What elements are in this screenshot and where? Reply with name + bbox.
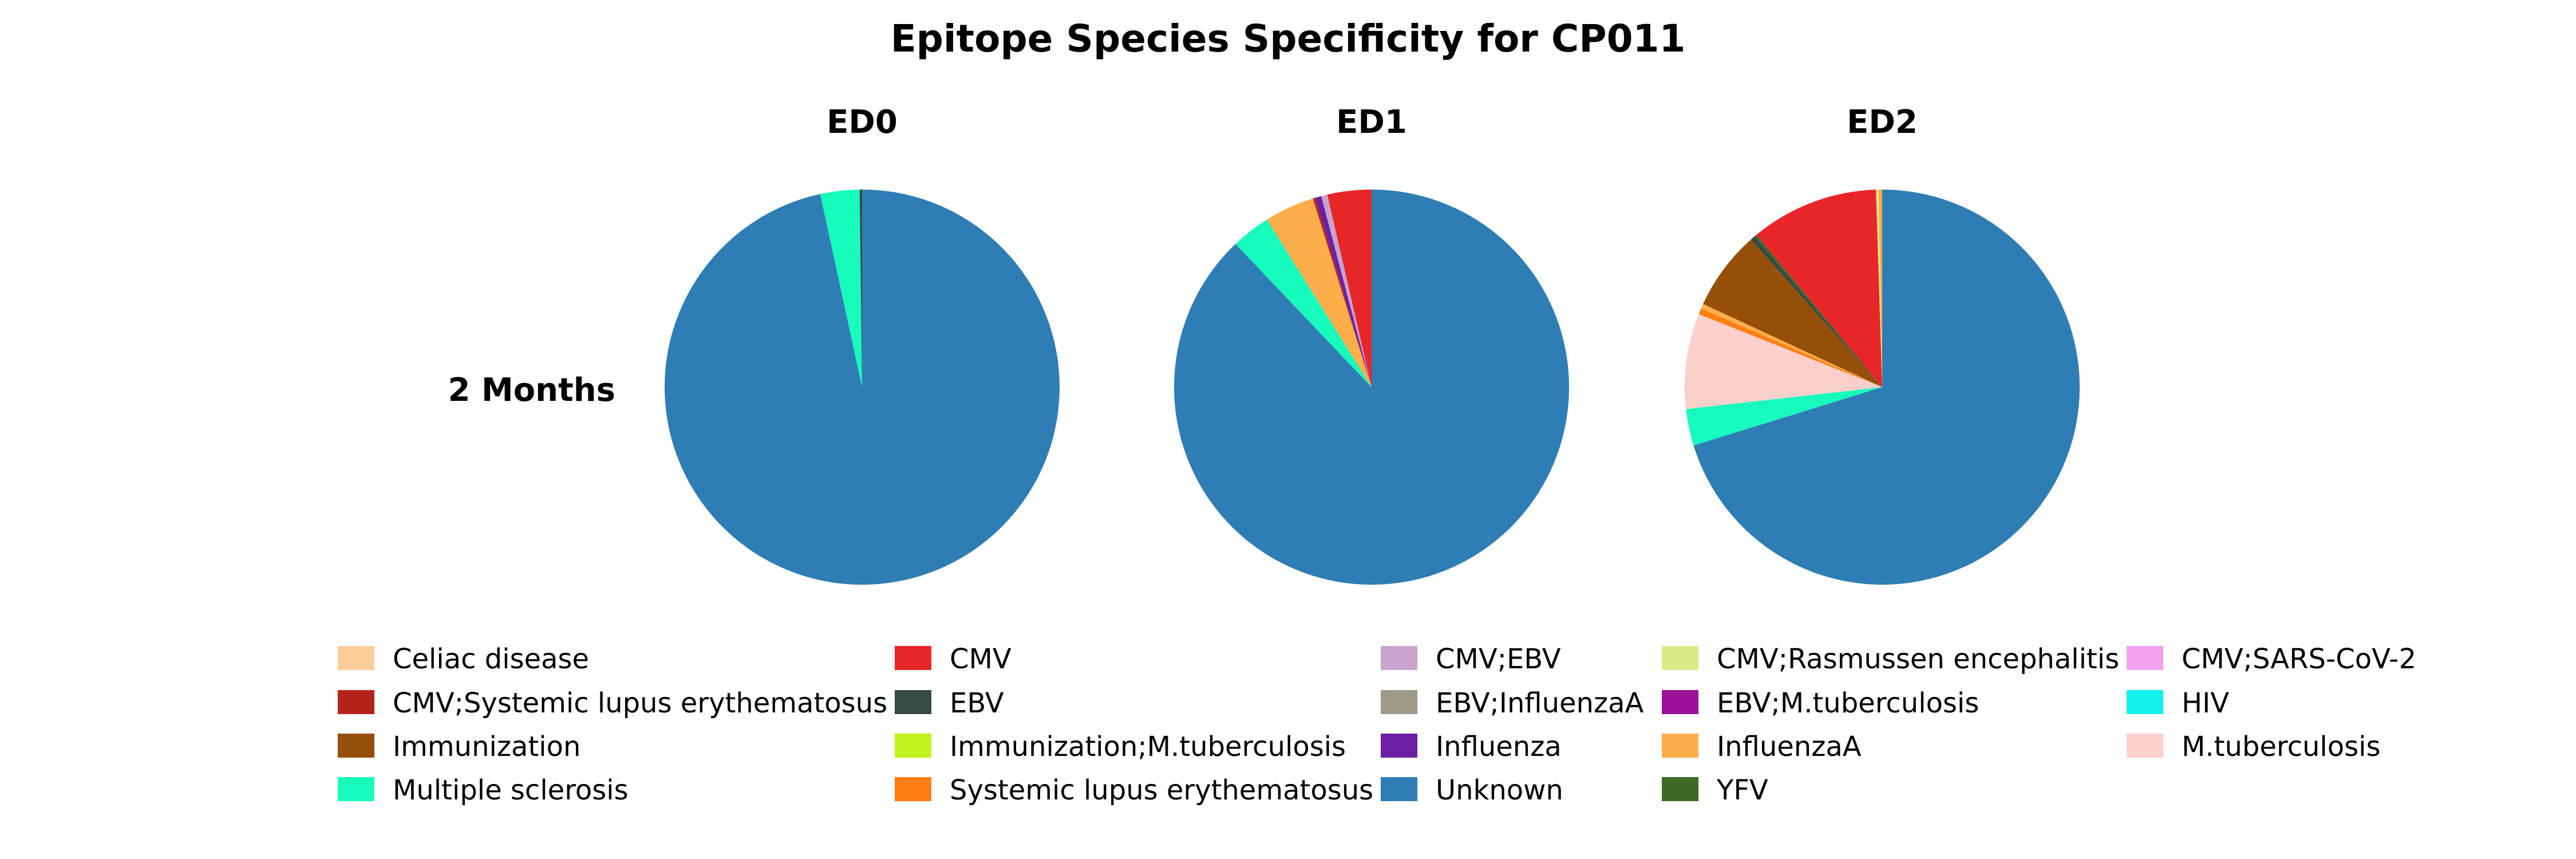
legend-item-unknown: Unknown <box>1381 774 1563 806</box>
chart-title: Epitope Species Specificity for CP011 <box>891 17 1686 61</box>
pie-slice-multiple-sclerosis <box>820 190 862 387</box>
legend-label: YFV <box>1716 774 1768 806</box>
legend-swatch <box>1381 777 1417 801</box>
legend-swatch <box>1662 690 1698 714</box>
legend-label: EBV;M.tuberculosis <box>1717 687 1979 719</box>
legend-label: M.tuberculosis <box>2182 731 2380 763</box>
pie-slice-cmv <box>1327 190 1372 387</box>
pie-slice-cmv-systemic-lupus-erythematosus <box>1313 198 1372 387</box>
legend-swatch <box>2127 734 2163 758</box>
legend-swatch <box>1662 777 1698 801</box>
legend-label: Immunization <box>393 731 580 763</box>
legend-item-ebv-influenzaa: EBV;InfluenzaA <box>1381 687 1644 719</box>
legend-label: Influenza <box>1436 731 1562 763</box>
legend-swatch <box>1381 646 1417 670</box>
legend-label: EBV;InfluenzaA <box>1436 687 1644 719</box>
legend-label: Immunization;M.tuberculosis <box>950 731 1346 763</box>
legend-swatch <box>2127 690 2163 714</box>
legend-label: CMV;SARS-CoV-2 <box>2182 643 2416 675</box>
pie-slice-multiple-sclerosis <box>1686 387 1882 446</box>
pie-chart-ed0: ED0 <box>665 104 1060 585</box>
legend-item-cmv-ebv: CMV;EBV <box>1381 643 1561 675</box>
legend-label: Celiac disease <box>393 643 589 675</box>
pie-slice-influenzaa <box>1266 198 1372 387</box>
pie-slice-unknown <box>665 190 1060 585</box>
legend-item-influenzaa: InfluenzaA <box>1662 731 1862 763</box>
pie-slice-unknown <box>1174 190 1569 585</box>
pie-slice-influenza <box>1315 196 1372 387</box>
legend-swatch <box>1662 646 1698 670</box>
legend-item-ebv: EBV <box>895 687 1004 719</box>
legend-swatch <box>1381 690 1417 714</box>
pie-slice-multiple-sclerosis <box>1235 219 1372 387</box>
legend-swatch <box>1662 734 1698 758</box>
pie-slice-ebv <box>859 190 862 387</box>
legend-item-immunization: Immunization <box>338 731 580 763</box>
pie-slice-cmv <box>1756 190 1882 387</box>
legend-swatch <box>2127 646 2163 670</box>
legend-label: CMV <box>950 643 1012 675</box>
pie-slice-yfv <box>1754 235 1882 387</box>
legend-swatch <box>895 734 931 758</box>
pie-chart-ed2: ED2 <box>1685 104 2080 585</box>
legend-item-systemic-lupus-erythematosus: Systemic lupus erythematosus <box>895 774 1373 806</box>
legend-label: EBV <box>950 687 1004 719</box>
pie-slice-influenzaa <box>1701 304 1882 387</box>
legend-swatch <box>895 646 931 670</box>
pie-chart-ed1: ED1 <box>1174 104 1569 585</box>
legend-item-hiv: HIV <box>2127 687 2229 719</box>
legend-label: HIV <box>2182 687 2229 719</box>
legend-item-m-tuberculosis: M.tuberculosis <box>2127 731 2380 763</box>
pie-slice-systemic-lupus-erythematosus <box>1698 308 1882 387</box>
legend-swatch <box>338 777 374 801</box>
legend-item-influenza: Influenza <box>1381 731 1562 763</box>
pie-title: ED1 <box>1336 104 1407 141</box>
pie-slice-cmv-ebv <box>1321 194 1372 387</box>
legend-item-cmv-sars-cov-2: CMV;SARS-CoV-2 <box>2127 643 2416 675</box>
legend-label: Systemic lupus erythematosus <box>950 774 1373 806</box>
legend-item-cmv: CMV <box>895 643 1012 675</box>
legend-label: CMV;Systemic lupus erythematosus <box>393 687 887 719</box>
legend-swatch <box>895 690 931 714</box>
pie-slice-m-tuberculosis <box>1685 314 1882 409</box>
pie-slice-immunization <box>1703 239 1882 387</box>
chart-legend: Celiac disease CMV CMV;EBV CMV;Rasmussen en… <box>338 643 2416 806</box>
legend-label: InfluenzaA <box>1717 731 1862 763</box>
legend-swatch <box>895 777 931 801</box>
pie-title: ED2 <box>1847 104 1918 141</box>
legend-label: Multiple sclerosis <box>393 774 629 806</box>
legend-item-celiac-disease: Celiac disease <box>338 643 589 675</box>
legend-swatch <box>1381 734 1417 758</box>
legend-swatch <box>338 690 374 714</box>
legend-swatch <box>338 734 374 758</box>
legend-label: CMV;EBV <box>1436 643 1561 675</box>
legend-item-ebv-m-tuberculosis: EBV;M.tuberculosis <box>1662 687 1979 719</box>
legend-item-cmv-rasmussen-encephalitis: CMV;Rasmussen encephalitis <box>1662 643 2119 675</box>
legend-item-cmv-systemic-lupus-erythematosus: CMV;Systemic lupus erythematosus <box>338 687 887 719</box>
pie-slice-unknown <box>1693 190 2080 585</box>
legend-swatch <box>338 646 374 670</box>
legend-label: CMV;Rasmussen encephalitis <box>1717 643 2119 675</box>
legend-item-yfv: YFV <box>1662 774 1768 806</box>
legend-label: Unknown <box>1436 774 1563 806</box>
pie-slice-influenzaa <box>1878 190 1882 387</box>
legend-item-immunization-m-tuberculosis: Immunization;M.tuberculosis <box>895 731 1346 763</box>
pie-title: ED0 <box>827 104 898 141</box>
pie-slice-cmv-rasmussen-encephalitis <box>1876 190 1882 387</box>
legend-item-multiple-sclerosis: Multiple sclerosis <box>338 774 629 806</box>
pie-slice-ebv <box>1751 236 1882 387</box>
row-label: 2 Months <box>448 372 616 409</box>
